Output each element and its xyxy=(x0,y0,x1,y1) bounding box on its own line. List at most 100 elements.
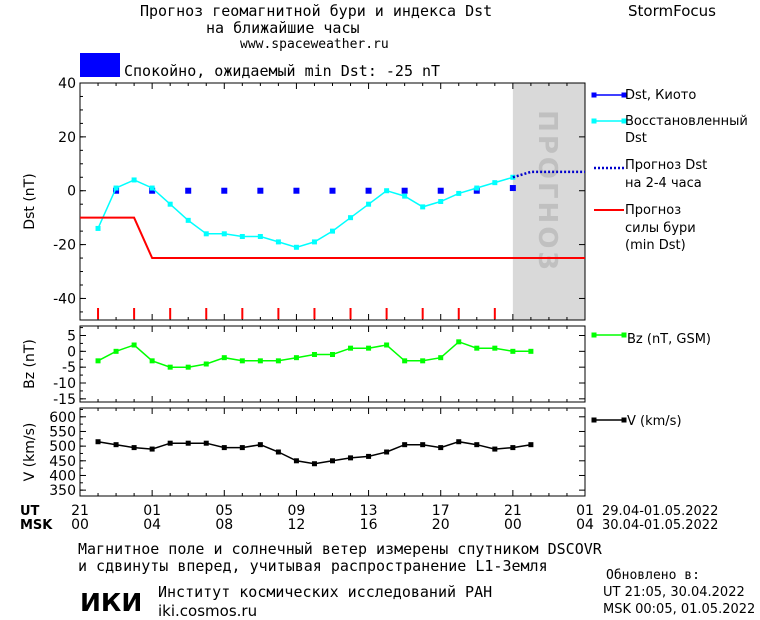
forecast-dst-line xyxy=(512,170,585,179)
v-point xyxy=(366,453,372,459)
v-point xyxy=(203,440,209,446)
legend-restored-dst-marker xyxy=(621,118,627,124)
legend-forecast-dst-2: на 2-4 часа xyxy=(625,176,702,191)
restored-dst-point xyxy=(203,231,209,237)
institute-name: Институт космических исследований РАН xyxy=(158,583,493,601)
bz-point xyxy=(203,361,209,367)
ut-tick-label: 13 xyxy=(360,503,378,519)
bz-point xyxy=(384,342,390,348)
legend-bz-marker xyxy=(591,332,597,338)
y-tick-label: -20 xyxy=(53,238,76,254)
v-point xyxy=(348,455,354,461)
restored-dst-point xyxy=(330,228,335,234)
restored-dst-line xyxy=(97,176,514,249)
restored-dst-point xyxy=(149,185,155,191)
legend-dst-kyoto-marker xyxy=(621,92,627,98)
plot-frame xyxy=(79,82,586,321)
y-tick-label: 450 xyxy=(49,454,76,470)
bz-point xyxy=(492,345,498,351)
msk-tick-label: 12 xyxy=(288,517,306,533)
dst-kyoto-point xyxy=(437,187,444,194)
bz-point xyxy=(438,355,444,361)
bz-point xyxy=(113,348,119,354)
bz-point xyxy=(95,358,101,364)
y-tick-label: 350 xyxy=(49,483,76,499)
storm-forecast-line xyxy=(80,216,585,260)
y-tick-label: 20 xyxy=(58,130,76,146)
legend-v-marker xyxy=(621,417,627,423)
bz-point xyxy=(402,358,408,364)
footer-note-line1: Магнитное поле и солнечный ветер измерен… xyxy=(78,540,602,558)
ut-label: UT xyxy=(20,504,40,519)
ut-tick-label: 09 xyxy=(288,503,306,519)
restored-dst-point xyxy=(456,190,462,196)
plot-frame xyxy=(79,407,586,497)
bz-point xyxy=(528,348,534,354)
msk-tick-label: 00 xyxy=(71,517,89,533)
v-point xyxy=(492,446,498,452)
v-point xyxy=(402,442,408,448)
v-point xyxy=(438,445,444,451)
website-url[interactable]: www.spaceweather.ru xyxy=(240,37,389,52)
brand-label: StormFocus xyxy=(628,2,716,20)
legend-storm-forecast-1: Прогноз xyxy=(625,203,681,218)
y-tick-label: -40 xyxy=(53,291,76,307)
footer-note-line2: и сдвинуты вперед, учитывая распростране… xyxy=(78,557,548,575)
restored-dst-point xyxy=(311,239,317,245)
bz-point xyxy=(185,364,191,370)
ut-tick-label: 01 xyxy=(143,503,161,519)
msk-tick-label: 20 xyxy=(432,517,450,533)
y-axis-label: Dst (nT) xyxy=(22,173,38,229)
restored-dst-point xyxy=(257,234,263,240)
legend-dst-kyoto-marker xyxy=(591,92,597,98)
restored-dst-point xyxy=(384,188,390,194)
y-tick-label: 5 xyxy=(67,329,76,345)
bz-point xyxy=(474,345,480,351)
dst-kyoto-point xyxy=(113,187,120,194)
legend-bz-marker xyxy=(621,332,627,338)
y-tick-label: 550 xyxy=(49,424,76,440)
chart-title: Прогноз геомагнитной бури и индекса Dst xyxy=(140,2,493,20)
y-tick-label: 400 xyxy=(49,468,76,484)
status-text: Спокойно, ожидаемый min Dst: -25 nT xyxy=(124,62,441,80)
legend-dst-kyoto: Dst, Киото xyxy=(625,88,696,103)
v-point xyxy=(221,445,227,451)
legend-forecast-dst-1: Прогноз Dst xyxy=(625,158,707,173)
y-tick-label: -5 xyxy=(62,360,76,376)
bz-point xyxy=(311,352,317,357)
restored-dst-point xyxy=(275,239,281,245)
ut-date-range: 29.04-01.05.2022 xyxy=(602,504,718,519)
v-line xyxy=(97,440,532,465)
restored-dst-point xyxy=(221,231,227,237)
bz-point xyxy=(420,358,426,364)
legend-bz: Bz (nT, GSM) xyxy=(627,332,711,347)
legend-storm-forecast-2: силы бури xyxy=(625,221,696,236)
y-tick-label: -15 xyxy=(53,392,76,408)
updated-ut: UT 21:05, 30.04.2022 xyxy=(603,585,745,600)
bz-point xyxy=(149,358,155,364)
restored-dst-point xyxy=(438,199,444,204)
svg-text:ИКИ: ИКИ xyxy=(80,588,142,616)
msk-tick-label: 00 xyxy=(504,517,522,533)
restored-dst-point xyxy=(492,180,498,186)
institute-site[interactable]: iki.cosmos.ru xyxy=(158,602,258,620)
restored-dst-point xyxy=(95,225,101,231)
ut-tick-label: 17 xyxy=(432,503,450,519)
status-color-indicator xyxy=(80,53,120,77)
bz-point xyxy=(348,345,354,351)
bz-point xyxy=(221,355,227,361)
plot-frame xyxy=(79,325,586,403)
restored-dst-point xyxy=(131,177,137,183)
bz-point xyxy=(239,358,245,364)
restored-dst-point xyxy=(293,244,299,250)
legend-restored-dst-2: Dst xyxy=(625,131,647,146)
msk-date-range: 30.04-01.05.2022 xyxy=(602,518,718,533)
ut-tick-label: 05 xyxy=(215,503,233,519)
msk-label: MSK xyxy=(20,518,53,533)
dst-kyoto-point xyxy=(509,185,516,192)
v-point xyxy=(185,440,191,446)
dst-kyoto-point xyxy=(473,187,480,194)
y-tick-label: 500 xyxy=(49,439,76,455)
v-point xyxy=(239,445,245,451)
restored-dst-point xyxy=(185,217,191,223)
